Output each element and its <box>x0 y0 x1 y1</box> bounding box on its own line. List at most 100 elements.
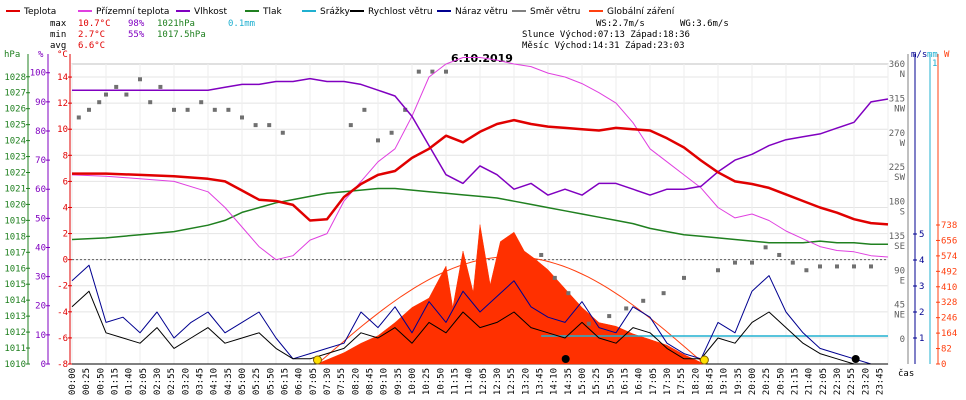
x-tick-label: 05:50 <box>266 368 276 395</box>
sunset-marker <box>699 355 709 365</box>
axis-unit-rain: mm <box>927 50 938 60</box>
series-hum <box>72 77 889 196</box>
direction-point <box>804 268 809 273</box>
stat-max-rain: 0.1mm <box>228 19 255 29</box>
direction-point <box>158 84 163 89</box>
direction-point <box>212 107 217 112</box>
hum-tick: 10 <box>35 331 46 341</box>
direction-point <box>818 264 822 269</box>
legend-entry: Tlak <box>262 7 283 17</box>
x-tick-label: 16:40 <box>635 368 645 395</box>
hum-tick: 100 <box>30 69 46 79</box>
direction-point <box>253 123 258 128</box>
legend-entry: Náraz větru <box>455 7 508 17</box>
press-tick: 1022 <box>4 169 26 179</box>
series-radiation <box>316 224 705 365</box>
x-tick-label: 12:30 <box>493 368 503 395</box>
legend-entry: Přízemní teplota <box>96 7 169 17</box>
press-tick: 1025 <box>4 121 26 131</box>
series-press <box>71 187 888 246</box>
legend-entry: Směr větru <box>530 7 580 17</box>
direction-point <box>185 107 190 112</box>
press-tick: 1019 <box>4 216 26 226</box>
x-tick-label: 00:25 <box>82 368 92 395</box>
stats-block: max 10.7°C 98% 1021hPa 0.1mm min 2.7°C 5… <box>50 19 255 51</box>
temp-tick: 2 <box>63 230 68 240</box>
temp-tick: 12 <box>57 99 68 109</box>
temp-tick: 0 <box>63 256 68 266</box>
hum-tick: 0 <box>41 360 46 370</box>
x-tick-label: 21:15 <box>791 368 801 395</box>
stat-avg-temp: 6.6°C <box>78 41 105 51</box>
hum-tick: 20 <box>35 302 46 312</box>
series-speed <box>71 290 888 365</box>
x-tick-label: 00:00 <box>68 368 78 395</box>
direction-point <box>267 123 272 128</box>
direction-point <box>750 260 754 265</box>
x-tick-label: 21:40 <box>805 368 815 395</box>
stat-min-press: 1017.5hPa <box>157 30 206 40</box>
rad-tick: 410 <box>941 283 957 293</box>
x-tick-label: 10:25 <box>422 368 432 395</box>
press-tick: 1020 <box>4 200 26 210</box>
x-tick-label: 03:20 <box>181 368 191 395</box>
rad-tick: 738 <box>941 221 957 231</box>
moonrise-marker <box>561 355 570 363</box>
direction-point <box>97 100 102 105</box>
stat-min-temp: 2.7°C <box>78 30 105 40</box>
press-tick: 1028 <box>4 73 26 83</box>
press-tick: 1027 <box>4 89 26 99</box>
direction-point <box>114 84 119 89</box>
direction-point <box>869 264 873 269</box>
dir-tick: NW <box>894 104 905 114</box>
dir-tick: E <box>900 276 905 286</box>
wind-tick: 5 <box>919 230 924 240</box>
x-tick-label: 07:30 <box>323 368 333 395</box>
wind-tick: 1 <box>919 334 924 344</box>
x-tick-label: 00:50 <box>96 368 106 395</box>
series-temp <box>72 118 889 226</box>
wind-tick: 3 <box>919 282 924 292</box>
legend-entry: Srážky <box>320 7 351 17</box>
x-tick-label: 11:15 <box>451 368 461 395</box>
x-tick-label: 19:10 <box>720 368 730 395</box>
info-wg: WG:3.6m/s <box>680 19 729 29</box>
x-tick-label: 06:15 <box>281 368 291 395</box>
press-tick: 1013 <box>4 312 26 322</box>
direction-point <box>682 275 686 280</box>
stat-avg-label: avg <box>50 41 66 51</box>
rad-tick: 574 <box>941 252 957 262</box>
direction-point <box>716 268 720 273</box>
temp-tick: 14 <box>57 73 68 83</box>
wind-tick: 4 <box>919 256 924 266</box>
x-tick-label: 09:35 <box>394 368 404 395</box>
direction-point <box>641 298 646 303</box>
direction-point <box>661 291 666 296</box>
press-tick: 1018 <box>4 232 26 242</box>
hum-tick: 60 <box>35 185 46 195</box>
rad-tick: 246 <box>941 314 957 324</box>
x-tick-label: 03:45 <box>196 368 206 395</box>
x-tick-label: 06:40 <box>295 368 305 395</box>
direction-point <box>348 123 353 128</box>
x-tick-label: 17:30 <box>663 368 673 395</box>
stat-max-hum: 98% <box>128 19 145 29</box>
legend-entry: Teplota <box>23 7 56 17</box>
press-tick: 1024 <box>4 137 26 147</box>
dir-tick: 90 <box>894 266 905 276</box>
legend-entry: Globální záření <box>607 7 675 17</box>
x-tick-label: 07:05 <box>309 368 319 395</box>
direction-point <box>430 69 435 74</box>
x-tick-label: 13:45 <box>536 368 546 395</box>
stat-max-temp: 10.7°C <box>78 19 111 29</box>
legend: Teplota Přízemní teplota Vlhkost Tlak Srážky… <box>6 7 675 17</box>
direction-point <box>172 107 176 112</box>
moonset-marker <box>851 355 860 363</box>
direction-point <box>76 115 81 120</box>
dir-tick: 45 <box>894 301 905 311</box>
direction-point <box>362 107 367 112</box>
x-tick-label: 20:50 <box>776 368 786 395</box>
info-ws: WS:2.7m/s <box>596 19 645 29</box>
